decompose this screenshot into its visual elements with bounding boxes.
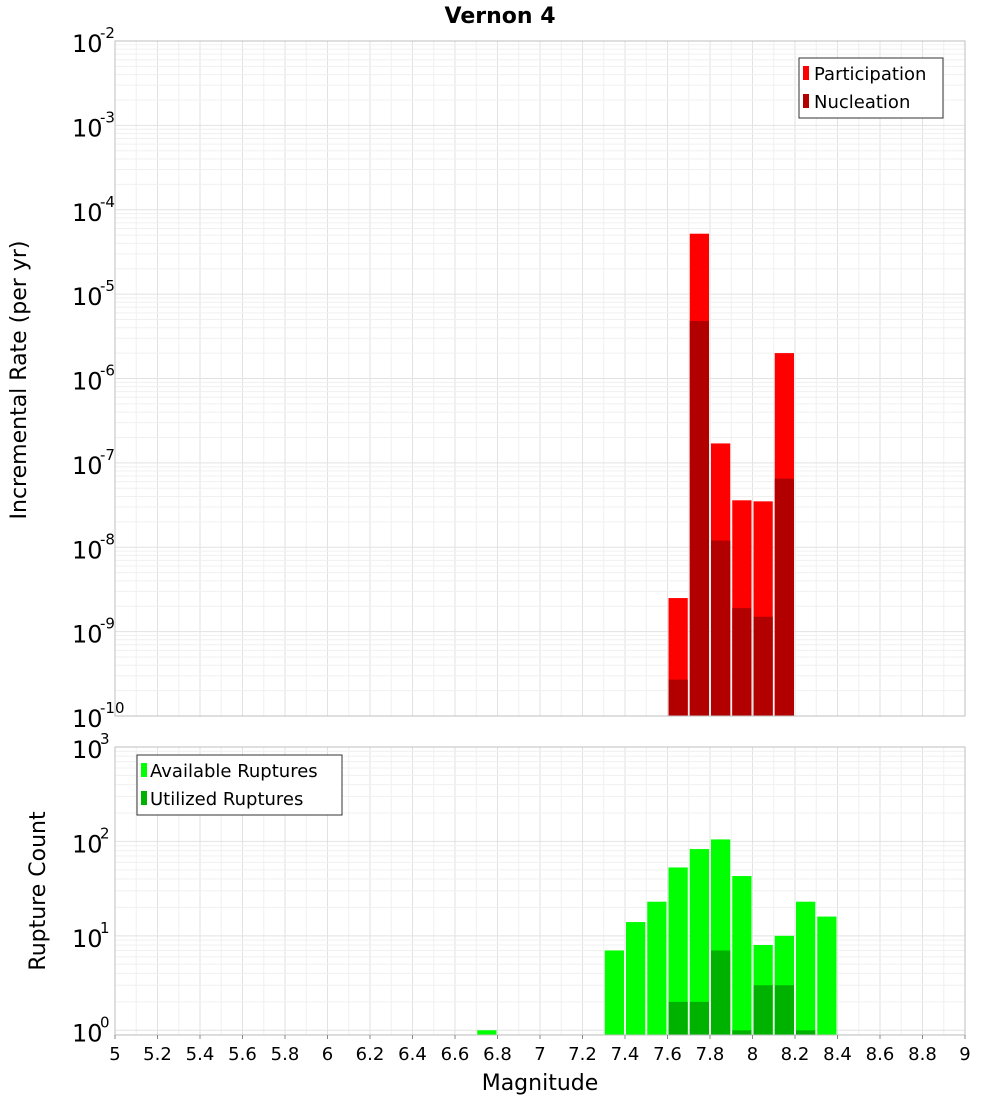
x-tick-label: 7.8: [696, 1044, 725, 1065]
x-tick-label: 6.8: [483, 1044, 512, 1065]
top-grid: [114, 41, 966, 717]
bar-utilized-ruptures: [668, 1001, 688, 1035]
bar-utilized-ruptures: [732, 1030, 752, 1035]
y-tick-label: 10: [72, 114, 103, 142]
bottom-bars: [477, 839, 837, 1035]
bottom-legend-box: [136, 754, 343, 816]
bar-utilized-ruptures: [711, 950, 731, 1035]
y-tick-label: 10: [72, 736, 103, 764]
y-tick-label: 10: [72, 199, 103, 227]
x-tick-label: 8.4: [823, 1044, 852, 1065]
y-tick-exponent: -6: [100, 362, 115, 380]
top-plot-border: [114, 40, 966, 717]
bar-utilized-ruptures: [796, 1030, 816, 1035]
legend-swatch-available: [141, 763, 147, 777]
bar-available-ruptures: [732, 876, 752, 1035]
legend-swatch-participation: [803, 66, 809, 80]
bottom-legend: Available Ruptures Utilized Ruptures: [136, 754, 343, 816]
x-tick-label: 5.8: [271, 1044, 300, 1065]
x-tick-label: 7.2: [568, 1044, 597, 1065]
x-tick-label: 7: [534, 1044, 545, 1065]
y-tick-label: 10: [72, 1019, 103, 1047]
x-tick-label: 6.6: [441, 1044, 470, 1065]
x-tick-label: 5.6: [228, 1044, 257, 1065]
y-tick-exponent: -8: [100, 530, 115, 548]
bar-available-ruptures: [689, 849, 709, 1035]
legend-label-available: Available Ruptures: [150, 761, 318, 782]
y-tick-label: 10: [72, 536, 103, 564]
bar-utilized-ruptures: [753, 985, 773, 1035]
y-tick-exponent: 2: [100, 824, 110, 842]
bar-available-ruptures: [817, 916, 837, 1035]
bar-nucleation: [711, 540, 731, 716]
bar-utilized-ruptures: [774, 985, 794, 1035]
top-y-axis-label: Incremental Rate (per yr): [7, 241, 32, 520]
bar-utilized-ruptures: [689, 1001, 709, 1035]
y-tick-label: 10: [72, 830, 103, 858]
y-tick-label: 10: [72, 705, 103, 733]
x-tick-label: 7.6: [653, 1044, 682, 1065]
y-tick-exponent: 0: [100, 1013, 110, 1031]
y-tick-label: 10: [72, 368, 103, 396]
bottom-y-axis-label: Rupture Count: [26, 811, 51, 971]
x-tick-label: 6.2: [356, 1044, 385, 1065]
y-tick-label: 10: [72, 621, 103, 649]
bar-available-ruptures: [477, 1030, 497, 1035]
x-tick-label: 5: [109, 1044, 120, 1065]
bar-nucleation: [774, 478, 794, 716]
top-legend: Participation Nucleation: [798, 57, 944, 119]
y-tick-exponent: -7: [100, 446, 115, 464]
top-legend-box: [798, 57, 944, 119]
y-tick-exponent: -3: [100, 108, 115, 126]
x-tick-label: 6.4: [398, 1044, 427, 1065]
legend-label-participation: Participation: [814, 64, 926, 85]
x-ticks: 5 5.2 5.4 5.6 5.8 6 6.2 6.4 6.6 6.8 7 7.2 7.4 7.6 7.8 8…: [109, 1035, 971, 1065]
y-tick-label: 10: [72, 283, 103, 311]
y-tick-exponent: -2: [100, 24, 115, 42]
bar-available-ruptures: [647, 901, 667, 1035]
legend-label-utilized: Utilized Ruptures: [150, 789, 303, 810]
bar-nucleation: [753, 616, 773, 716]
bar-available-ruptures: [796, 901, 816, 1035]
bar-available-ruptures: [626, 922, 646, 1035]
bar-nucleation: [668, 679, 688, 716]
bar-nucleation: [732, 608, 752, 716]
x-tick-label: 8.8: [908, 1044, 937, 1065]
y-tick-exponent: -4: [100, 193, 115, 211]
y-tick-exponent: -9: [100, 615, 115, 633]
x-tick-label: 5.2: [143, 1044, 172, 1065]
y-tick-label: 10: [72, 925, 103, 953]
bar-available-ruptures: [668, 867, 688, 1035]
x-axis-label: Magnitude: [482, 1071, 599, 1096]
x-tick-label: 5.4: [186, 1044, 215, 1065]
y-tick-exponent: 1: [100, 919, 110, 937]
top-bars: [668, 233, 794, 716]
x-tick-label: 8.2: [781, 1044, 810, 1065]
y-tick-exponent: -10: [100, 699, 125, 717]
x-tick-label: 9: [959, 1044, 970, 1065]
y-tick-exponent: 3: [100, 730, 110, 748]
legend-label-nucleation: Nucleation: [814, 92, 910, 113]
x-tick-label: 8: [747, 1044, 758, 1065]
x-tick-label: 6: [322, 1044, 333, 1065]
legend-swatch-utilized: [141, 791, 147, 805]
bar-available-ruptures: [604, 950, 624, 1035]
chart-title: Vernon 4: [445, 4, 556, 29]
bar-nucleation: [689, 321, 709, 716]
x-tick-label: 8.6: [866, 1044, 895, 1065]
y-tick-label: 10: [72, 452, 103, 480]
y-tick-exponent: -5: [100, 277, 115, 295]
y-tick-label: 10: [72, 30, 103, 58]
legend-swatch-nucleation: [803, 94, 809, 108]
x-tick-label: 7.4: [611, 1044, 640, 1065]
